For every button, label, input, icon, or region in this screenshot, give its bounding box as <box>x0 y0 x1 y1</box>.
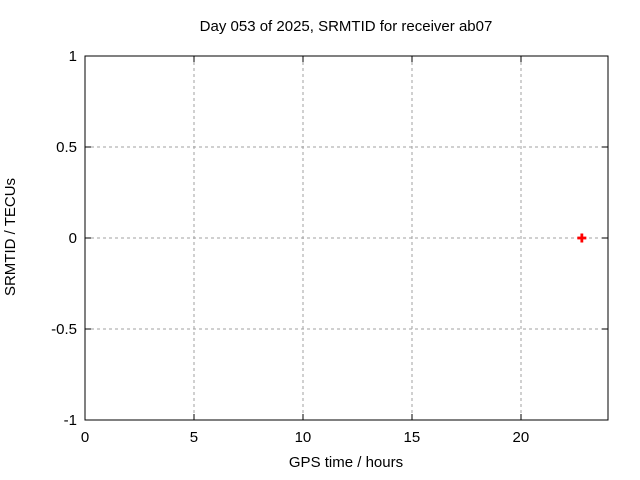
y-tick-label: 0 <box>69 230 77 247</box>
data-point-layer <box>577 233 587 243</box>
tick-labels: 0 5 10 15 20 -1 -0.5 0 0.5 1 <box>51 48 529 446</box>
tick-marks <box>84 55 608 421</box>
y-axis-label: SRMTID / TECUs <box>2 178 19 296</box>
x-tick-label: 20 <box>512 429 529 446</box>
y-tick-label: -0.5 <box>51 321 77 338</box>
x-tick-label: 10 <box>295 429 312 446</box>
grid-layer <box>85 56 608 420</box>
chart-title: Day 053 of 2025, SRMTID for receiver ab0… <box>200 18 493 35</box>
x-tick-label: 15 <box>404 429 421 446</box>
x-tick-label: 5 <box>190 429 198 446</box>
y-tick-label: -1 <box>64 412 77 429</box>
x-axis-label: GPS time / hours <box>289 454 403 471</box>
x-tick-label: 0 <box>81 429 89 446</box>
data-point-marker <box>577 233 587 243</box>
y-tick-label: 1 <box>69 48 77 65</box>
y-tick-label: 0.5 <box>56 139 77 156</box>
